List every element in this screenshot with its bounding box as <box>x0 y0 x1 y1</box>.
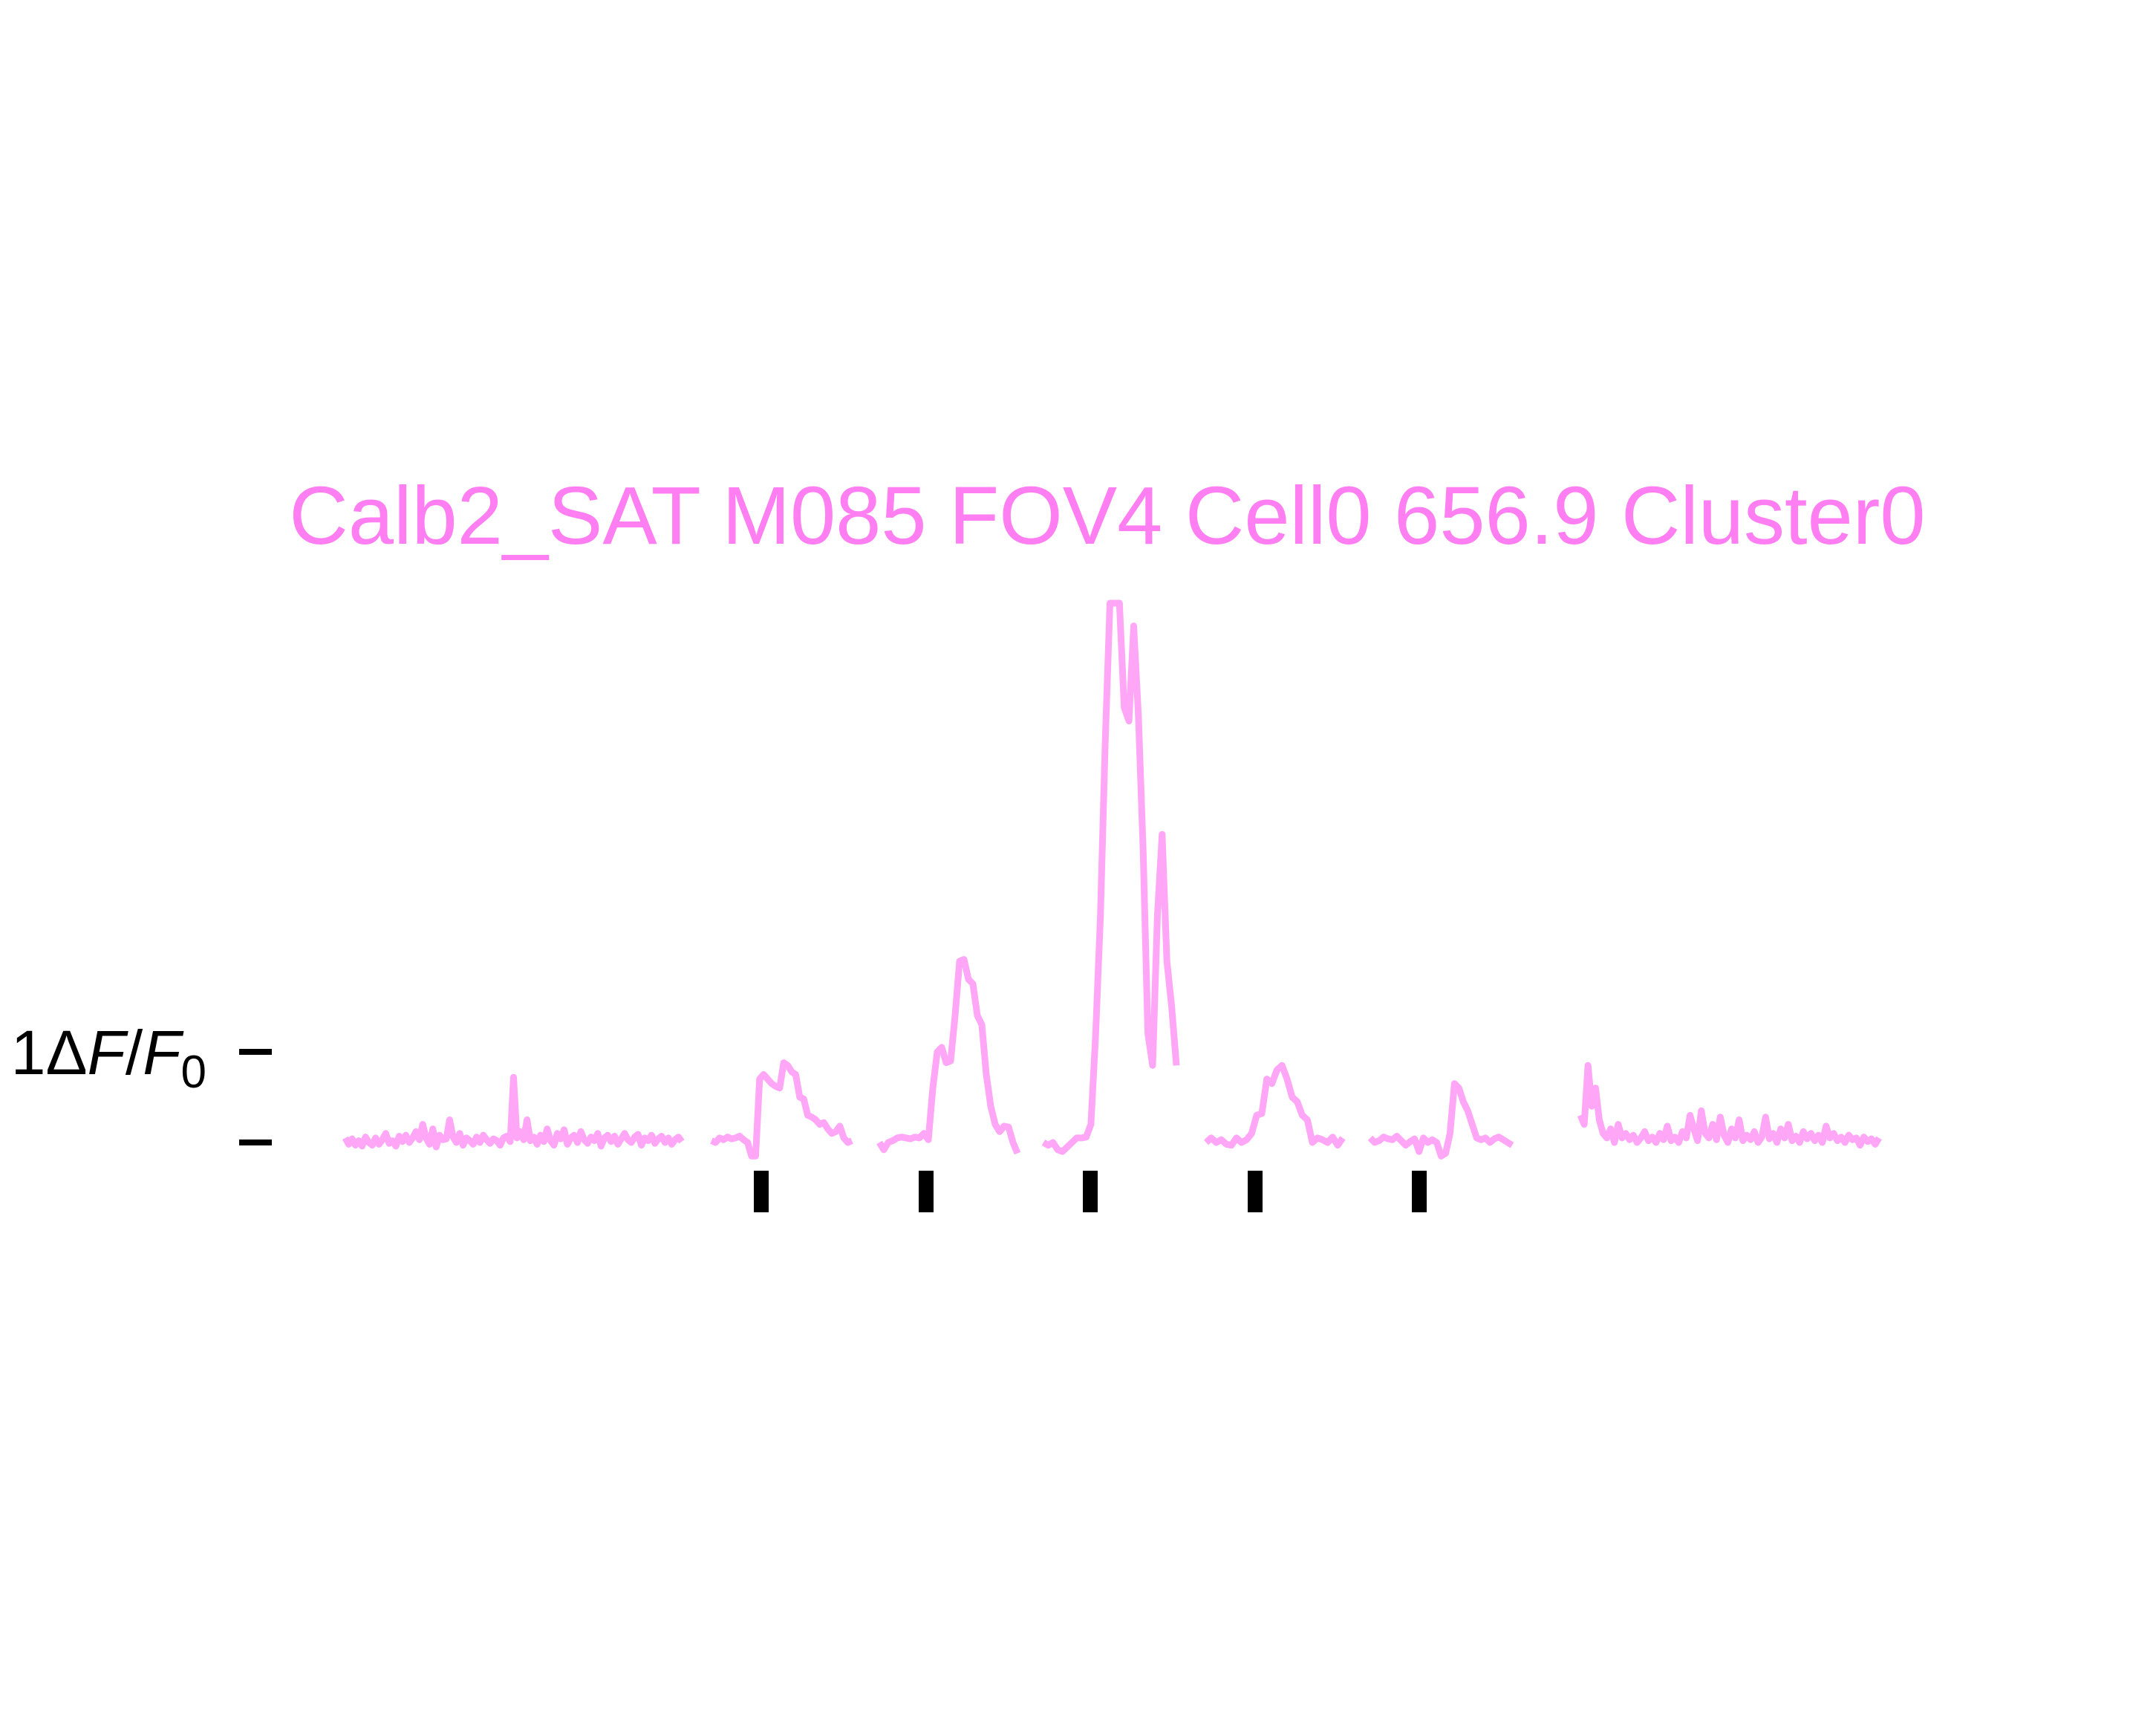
trial-4-trace <box>1203 1062 1346 1149</box>
scale-bar <box>239 1049 272 1145</box>
stim-marker-2 <box>919 1171 934 1212</box>
ylabel-f: F <box>88 1018 129 1088</box>
baseline-pre-trace <box>342 1073 685 1151</box>
ylabel-slash: / <box>126 1018 143 1088</box>
stimulus-markers <box>754 1171 1427 1212</box>
trial-1-trace <box>710 1059 853 1160</box>
chart-title: Calb2_SAT M085 FOV4 Cell0 656.9 Cluster0 <box>289 470 1925 562</box>
stim-marker-1 <box>754 1171 769 1212</box>
stim-marker-4 <box>1248 1171 1263 1212</box>
ylabel-scale: 1 <box>11 1018 46 1088</box>
trial-2-trace <box>876 956 1021 1155</box>
trial-5-trace <box>1367 1080 1514 1160</box>
trace-group <box>342 599 1882 1160</box>
ylabel-subscript: 0 <box>181 1047 206 1098</box>
baseline-post-trace <box>1577 1062 1882 1149</box>
y-axis-label: 1ΔF/F0 <box>11 1018 206 1098</box>
ylabel-delta: Δ <box>45 1018 87 1088</box>
ylabel-f0: F <box>143 1018 184 1088</box>
stim-marker-3 <box>1083 1171 1098 1212</box>
stim-marker-5 <box>1412 1171 1427 1212</box>
trial-3-trace <box>1041 599 1180 1155</box>
